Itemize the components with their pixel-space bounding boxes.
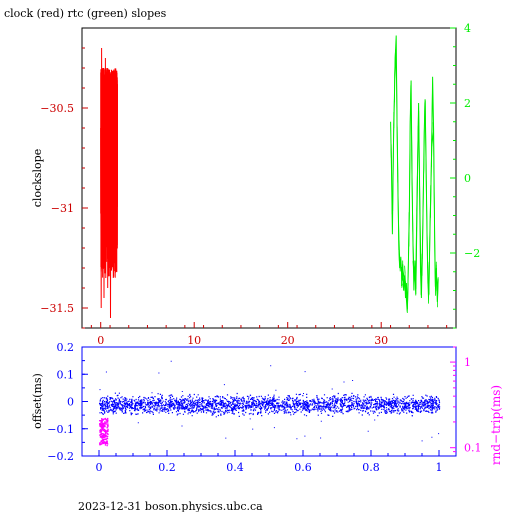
- bottom-ytick-label: 0.1: [57, 368, 75, 381]
- top-y2tick-label: 4: [464, 22, 471, 35]
- top-plot-frame: [81, 27, 457, 329]
- bottom-xtick-label: 0.2: [158, 461, 176, 474]
- top-ytick-label: −31: [51, 202, 74, 215]
- bottom-y2tick-label: 0.1: [464, 442, 482, 455]
- bottom-xtick-label: 1: [436, 461, 443, 474]
- bottom-y2tick-label: 1: [464, 356, 471, 369]
- green-series-detail: [390, 49, 439, 314]
- top-ytick-label: −30.5: [40, 102, 74, 115]
- bottom-xtick-label: 0.4: [226, 461, 244, 474]
- bottom-ticks: 0 0.2 0.4 0.6 0.8 1 0.2 0.1 0 −0.1 −0.2 1 0.1: [47, 341, 481, 474]
- red-series-layer: [100, 47, 118, 319]
- top-ytick-label: −31.5: [40, 302, 74, 315]
- top-y2tick-label: 0: [464, 172, 471, 185]
- top-xtick-label: 0: [97, 334, 104, 347]
- green-series-layer: [390, 35, 439, 314]
- bottom-ytick-label: −0.2: [47, 450, 74, 463]
- bottom-ytick-label: −0.1: [47, 423, 74, 436]
- footer-label: 2023-12-31 boson.physics.ubc.ca: [78, 500, 263, 512]
- bottom-panel: 0 0.2 0.4 0.6 0.8 1 0.2 0.1 0 −0.1 −0.2 1 0.1 offset…: [31, 341, 503, 474]
- bottom-ylabel: offset(ms): [31, 373, 44, 429]
- top-ylabel: clockslope: [31, 149, 44, 207]
- top-y2tick-label: −2: [464, 247, 480, 260]
- bottom-ytick-label: 0: [67, 396, 74, 409]
- bottom-y2label: rnd−trip(ms): [489, 385, 503, 465]
- chart-title: clock (red) rtc (green) slopes: [4, 7, 167, 20]
- roundtrip-series-layer: [99, 417, 109, 447]
- red-series-band: [100, 68, 118, 278]
- bottom-ytick-label: 0.2: [57, 341, 75, 354]
- bottom-xtick-label: 0.6: [294, 461, 312, 474]
- top-xtick-label: 10: [187, 334, 201, 347]
- top-y2tick-label: 2: [464, 97, 471, 110]
- bottom-xtick-label: 0.8: [362, 461, 380, 474]
- offset-series-layer: [99, 360, 441, 442]
- top-xtick-label: 20: [281, 334, 295, 347]
- top-xtick-label: 30: [374, 334, 388, 347]
- bottom-xtick-label: 0: [96, 461, 103, 474]
- offset-points: [99, 360, 441, 442]
- roundtrip-points: [99, 417, 109, 447]
